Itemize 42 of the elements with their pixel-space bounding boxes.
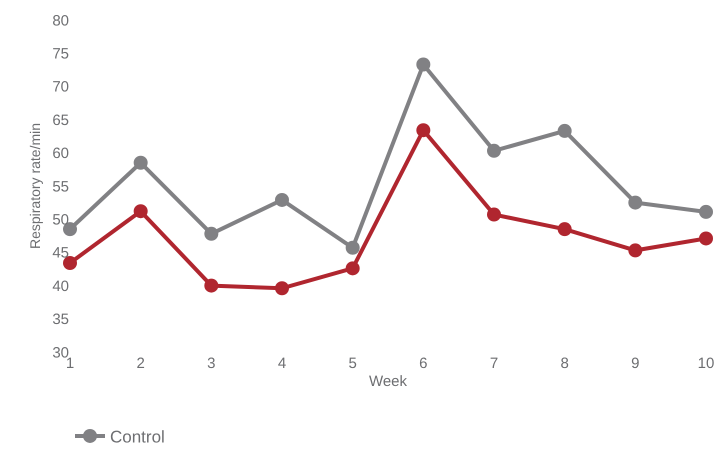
x-tick-label: 8 — [560, 355, 569, 372]
y-tick-label: 50 — [52, 211, 69, 228]
y-tick-label: 80 — [52, 12, 69, 30]
point — [275, 281, 289, 296]
x-tick-label: 4 — [278, 355, 286, 372]
point — [699, 204, 713, 219]
point — [416, 57, 430, 72]
y-tick-label: 40 — [52, 278, 69, 295]
y-tick-label: 60 — [52, 145, 69, 162]
point — [558, 124, 572, 138]
x-tick-label: 5 — [348, 355, 357, 372]
y-tick-label: 75 — [52, 45, 69, 62]
x-tick-label: 2 — [136, 355, 145, 372]
x-tick-label: 3 — [207, 355, 216, 372]
point — [204, 278, 218, 293]
point — [628, 243, 642, 258]
x-tick-label: 9 — [631, 355, 640, 372]
point — [628, 196, 642, 210]
point — [134, 156, 148, 170]
x-tick-label: 6 — [419, 355, 428, 372]
point — [487, 208, 501, 222]
y-axis-title: Respiratory rate/min — [26, 122, 43, 250]
y-tick-label: 70 — [52, 78, 69, 96]
y-tick-label: 30 — [52, 344, 69, 362]
y-tick-label: 55 — [52, 178, 69, 196]
y-tick-label: 35 — [52, 311, 69, 328]
legend-label: Control — [110, 428, 165, 447]
point — [346, 240, 360, 255]
point — [487, 144, 501, 158]
point — [63, 256, 77, 270]
point — [134, 204, 148, 218]
point — [558, 222, 572, 236]
point — [699, 231, 713, 246]
point — [275, 192, 289, 207]
x-tick-label: 7 — [490, 355, 498, 372]
point — [416, 123, 430, 138]
x-tick-label: 10 — [698, 355, 714, 372]
y-tick-label: 45 — [52, 244, 69, 262]
y-tick-label: 65 — [52, 112, 69, 129]
point — [204, 226, 218, 241]
x-axis-title: Week — [368, 373, 408, 390]
point — [346, 261, 360, 276]
